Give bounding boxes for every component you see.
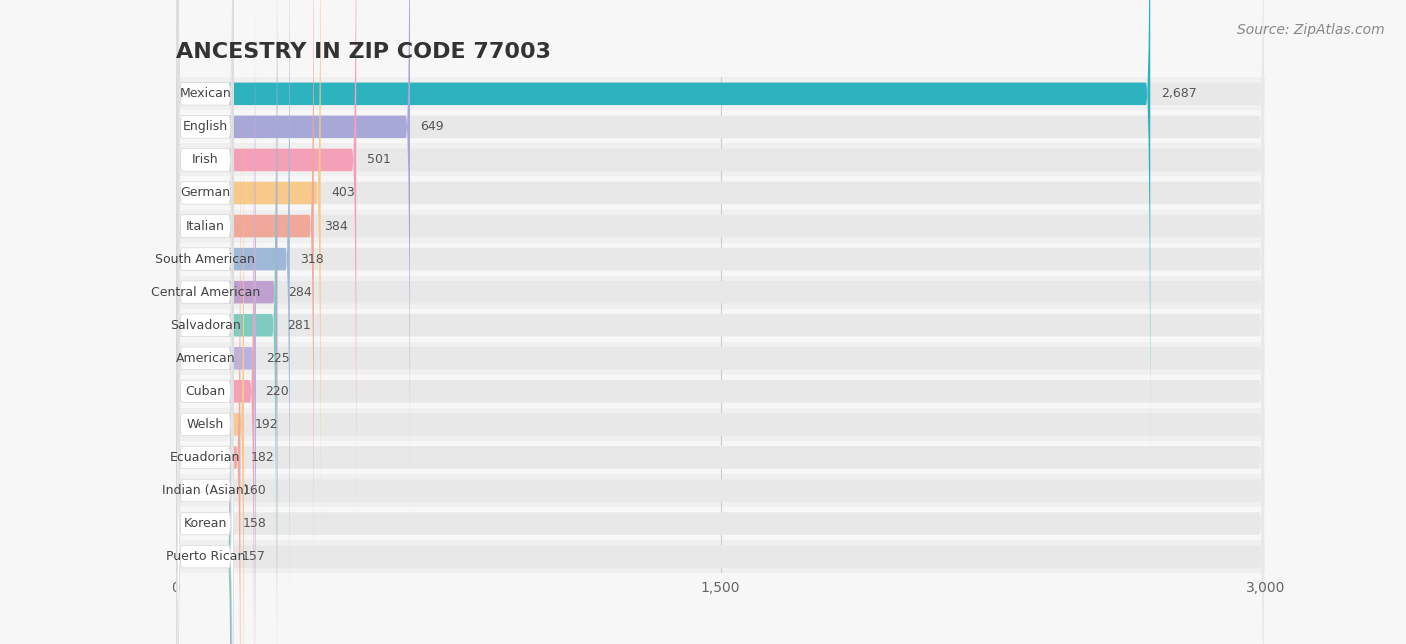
FancyBboxPatch shape xyxy=(177,0,290,644)
FancyBboxPatch shape xyxy=(176,276,1265,308)
Text: English: English xyxy=(183,120,228,133)
FancyBboxPatch shape xyxy=(177,0,256,644)
Text: German: German xyxy=(180,187,231,200)
FancyBboxPatch shape xyxy=(177,0,1264,578)
Text: 284: 284 xyxy=(288,286,312,299)
Text: 157: 157 xyxy=(242,550,266,563)
FancyBboxPatch shape xyxy=(177,0,233,644)
Text: 403: 403 xyxy=(332,187,354,200)
Text: 192: 192 xyxy=(254,418,278,431)
Text: 160: 160 xyxy=(243,484,267,497)
FancyBboxPatch shape xyxy=(177,0,356,545)
FancyBboxPatch shape xyxy=(177,0,277,644)
Text: 2,687: 2,687 xyxy=(1161,88,1197,100)
FancyBboxPatch shape xyxy=(177,0,321,578)
Text: Indian (Asian): Indian (Asian) xyxy=(162,484,249,497)
Text: 501: 501 xyxy=(367,153,391,166)
Text: 182: 182 xyxy=(250,451,274,464)
FancyBboxPatch shape xyxy=(177,0,1264,644)
FancyBboxPatch shape xyxy=(176,176,1265,209)
FancyBboxPatch shape xyxy=(177,0,1264,644)
FancyBboxPatch shape xyxy=(177,105,232,644)
FancyBboxPatch shape xyxy=(176,540,1265,573)
FancyBboxPatch shape xyxy=(177,0,1264,513)
FancyBboxPatch shape xyxy=(177,171,232,644)
Text: Source: ZipAtlas.com: Source: ZipAtlas.com xyxy=(1237,23,1385,37)
FancyBboxPatch shape xyxy=(176,209,1265,243)
FancyBboxPatch shape xyxy=(177,138,233,644)
FancyBboxPatch shape xyxy=(177,0,233,612)
FancyBboxPatch shape xyxy=(177,0,1264,644)
Text: 281: 281 xyxy=(287,319,311,332)
FancyBboxPatch shape xyxy=(176,408,1265,441)
FancyBboxPatch shape xyxy=(177,105,1264,644)
FancyBboxPatch shape xyxy=(177,171,1264,644)
FancyBboxPatch shape xyxy=(177,6,1264,644)
Text: 649: 649 xyxy=(420,120,444,133)
Text: Mexican: Mexican xyxy=(180,88,231,100)
FancyBboxPatch shape xyxy=(177,39,245,644)
Text: 318: 318 xyxy=(301,252,325,265)
Text: 220: 220 xyxy=(264,385,288,398)
FancyBboxPatch shape xyxy=(177,6,254,644)
FancyBboxPatch shape xyxy=(177,0,314,612)
FancyBboxPatch shape xyxy=(177,72,240,644)
FancyBboxPatch shape xyxy=(176,342,1265,375)
FancyBboxPatch shape xyxy=(177,72,233,644)
FancyBboxPatch shape xyxy=(177,0,1150,479)
FancyBboxPatch shape xyxy=(177,0,233,644)
FancyBboxPatch shape xyxy=(177,138,1264,644)
Text: ANCESTRY IN ZIP CODE 77003: ANCESTRY IN ZIP CODE 77003 xyxy=(176,42,551,62)
FancyBboxPatch shape xyxy=(177,72,1264,644)
FancyBboxPatch shape xyxy=(177,6,233,644)
FancyBboxPatch shape xyxy=(176,77,1265,110)
FancyBboxPatch shape xyxy=(177,105,233,644)
Text: Korean: Korean xyxy=(184,517,226,530)
FancyBboxPatch shape xyxy=(176,110,1265,144)
FancyBboxPatch shape xyxy=(176,243,1265,276)
FancyBboxPatch shape xyxy=(177,0,1264,545)
FancyBboxPatch shape xyxy=(176,441,1265,474)
Text: American: American xyxy=(176,352,235,365)
FancyBboxPatch shape xyxy=(177,39,1264,644)
Text: Ecuadorian: Ecuadorian xyxy=(170,451,240,464)
FancyBboxPatch shape xyxy=(177,0,1264,612)
FancyBboxPatch shape xyxy=(177,0,411,513)
Text: Italian: Italian xyxy=(186,220,225,232)
FancyBboxPatch shape xyxy=(177,0,233,513)
FancyBboxPatch shape xyxy=(176,507,1265,540)
Text: Cuban: Cuban xyxy=(186,385,225,398)
FancyBboxPatch shape xyxy=(177,0,1264,644)
Text: 158: 158 xyxy=(242,517,266,530)
FancyBboxPatch shape xyxy=(177,0,233,644)
Text: Central American: Central American xyxy=(150,286,260,299)
FancyBboxPatch shape xyxy=(177,0,233,479)
FancyBboxPatch shape xyxy=(177,0,1264,479)
FancyBboxPatch shape xyxy=(177,39,233,644)
FancyBboxPatch shape xyxy=(177,0,277,644)
FancyBboxPatch shape xyxy=(177,0,233,578)
FancyBboxPatch shape xyxy=(177,171,233,644)
FancyBboxPatch shape xyxy=(176,474,1265,507)
Text: Salvadoran: Salvadoran xyxy=(170,319,240,332)
Text: 225: 225 xyxy=(267,352,290,365)
FancyBboxPatch shape xyxy=(176,375,1265,408)
FancyBboxPatch shape xyxy=(176,144,1265,176)
FancyBboxPatch shape xyxy=(176,308,1265,342)
Text: South American: South American xyxy=(156,252,256,265)
Text: Welsh: Welsh xyxy=(187,418,224,431)
FancyBboxPatch shape xyxy=(177,0,233,545)
Text: Puerto Rican: Puerto Rican xyxy=(166,550,245,563)
Text: 384: 384 xyxy=(325,220,349,232)
FancyBboxPatch shape xyxy=(177,0,233,644)
FancyBboxPatch shape xyxy=(177,138,232,644)
Text: Irish: Irish xyxy=(193,153,219,166)
